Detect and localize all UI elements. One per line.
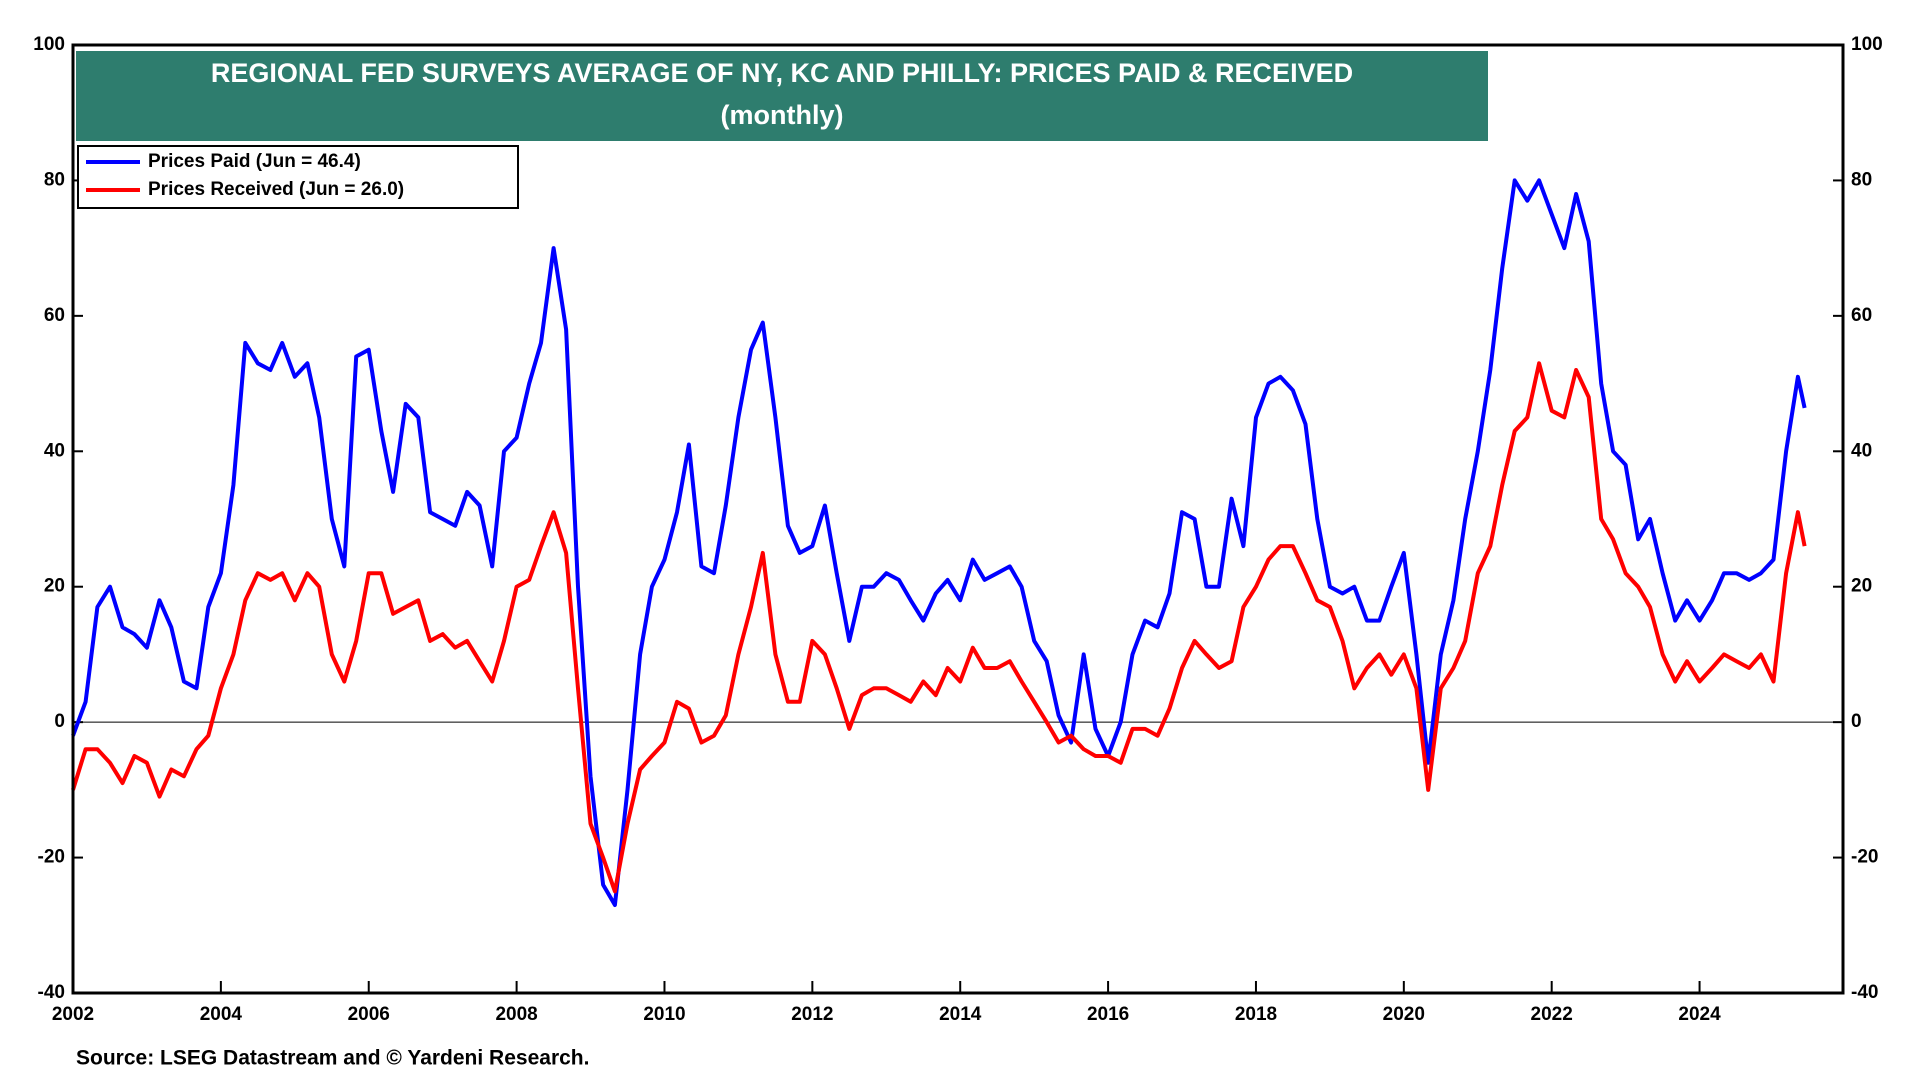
y2-tick-label: 40 <box>1851 440 1872 461</box>
x-tick-label: 2002 <box>52 1004 94 1025</box>
legend-label: Prices Received (Jun = 26.0) <box>148 179 404 200</box>
x-tick-label: 2012 <box>791 1004 833 1025</box>
x-tick-label: 2006 <box>348 1004 390 1025</box>
y-tick-label: 0 <box>54 711 65 732</box>
y2-tick-label: 20 <box>1851 576 1872 597</box>
plot-frame <box>71 43 1845 995</box>
y-tick-label: 100 <box>33 34 65 55</box>
y2-tick-label: 60 <box>1851 305 1872 326</box>
title-box <box>76 51 1488 141</box>
x-tick-label: 2016 <box>1087 1004 1129 1025</box>
x-tick-label: 2014 <box>939 1004 982 1025</box>
x-tick-label: 2018 <box>1235 1004 1277 1025</box>
y-tick-label: 60 <box>44 305 65 326</box>
x-tick-label: 2004 <box>200 1004 243 1025</box>
source: Source: LSEG Datastream and © Yardeni Re… <box>76 1047 589 1070</box>
chart-title: REGIONAL FED SURVEYS AVERAGE OF NY, KC A… <box>211 58 1353 88</box>
y-tick-label: 20 <box>44 576 65 597</box>
y-tick-label: -40 <box>38 982 65 1003</box>
y2-tick-label: -40 <box>1851 982 1878 1003</box>
legend-label: Prices Paid (Jun = 46.4) <box>148 151 361 172</box>
y-tick-label: 40 <box>44 440 65 461</box>
series-line <box>71 361 1807 894</box>
y2-tick-label: 100 <box>1851 34 1883 55</box>
x-tick-label: 2022 <box>1531 1004 1573 1025</box>
series-line <box>71 178 1807 907</box>
chart-subtitle: (monthly) <box>721 100 844 130</box>
x-tick-label: 2020 <box>1383 1004 1425 1025</box>
y2-tick-label: -20 <box>1851 847 1878 868</box>
x-tick-label: 2010 <box>643 1004 685 1025</box>
x-tick-label: 2024 <box>1678 1004 1721 1025</box>
y2-tick-label: 0 <box>1851 711 1862 732</box>
y2-tick-label: 80 <box>1851 169 1872 190</box>
legend-box <box>77 145 519 209</box>
x-tick-label: 2008 <box>495 1004 537 1025</box>
y-tick-label: 80 <box>44 169 65 190</box>
y-tick-label: -20 <box>38 847 65 868</box>
